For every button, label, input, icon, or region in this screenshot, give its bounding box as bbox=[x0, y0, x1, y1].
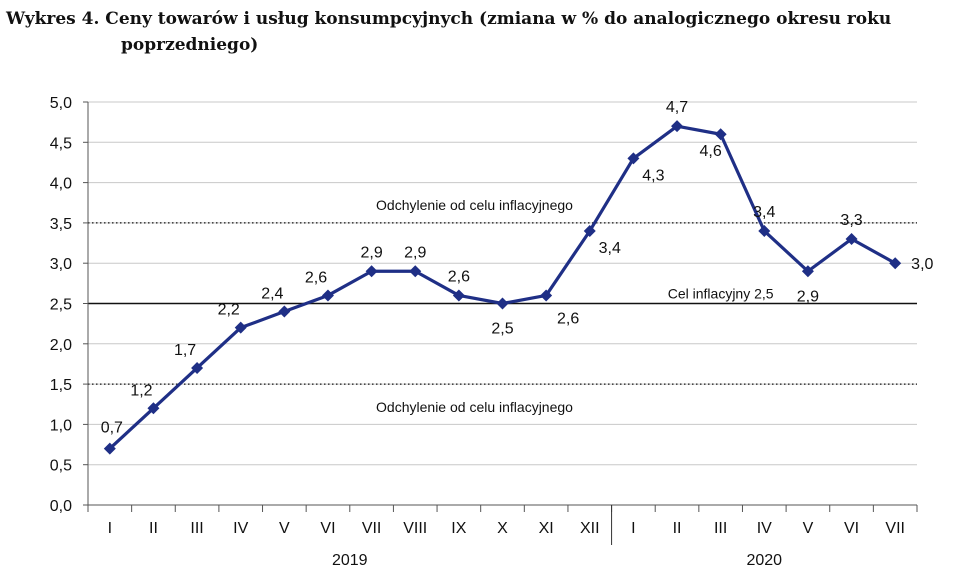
year-labels: 2019 2020 bbox=[332, 552, 782, 569]
data-label: 2,6 bbox=[557, 310, 579, 327]
x-tick-label: XI bbox=[539, 520, 554, 537]
data-label: 2,6 bbox=[305, 269, 327, 286]
data-points bbox=[103, 120, 902, 455]
y-tick-label: 1,0 bbox=[50, 417, 72, 434]
chart-title: Wykres 4. Ceny towarów i usług konsumpcy… bbox=[6, 6, 946, 58]
data-point bbox=[758, 224, 771, 237]
data-point bbox=[191, 361, 204, 374]
x-tick-label: VII bbox=[362, 520, 382, 537]
y-tick-label: 3,5 bbox=[50, 216, 72, 233]
data-label: 2,9 bbox=[360, 244, 382, 261]
data-point bbox=[321, 289, 334, 302]
x-tick-label: V bbox=[279, 520, 290, 537]
x-tick-label: IV bbox=[757, 520, 772, 537]
target-line-label: Cel inflacyjny 2,5 bbox=[668, 286, 774, 302]
x-tick-label: VI bbox=[844, 520, 859, 537]
data-label: 2,9 bbox=[797, 288, 819, 305]
y-tick-label: 2,0 bbox=[50, 337, 72, 354]
axes bbox=[83, 101, 918, 545]
deviation-line-label: Odchylenie od celu inflacyjnego bbox=[376, 399, 573, 415]
deviation-line-label: Odchylenie od celu inflacyjnego bbox=[376, 197, 573, 213]
data-point bbox=[583, 224, 596, 237]
x-tick-label: VI bbox=[320, 520, 335, 537]
data-point bbox=[496, 297, 509, 310]
y-tick-label: 2,5 bbox=[50, 297, 72, 314]
data-point bbox=[671, 120, 684, 133]
x-tick-label: IV bbox=[233, 520, 248, 537]
data-label: 4,6 bbox=[700, 143, 722, 160]
chart-title-line2: poprzedniego) bbox=[121, 35, 259, 55]
data-point bbox=[845, 233, 858, 246]
y-tick-label: 5,0 bbox=[50, 95, 72, 112]
data-point bbox=[889, 257, 902, 270]
data-point bbox=[540, 289, 553, 302]
y-tick-label: 1,5 bbox=[50, 377, 72, 394]
data-label: 2,6 bbox=[448, 268, 470, 285]
x-axis-ticks: I II III IV V VI VII VIII IX X XI XII I II III IV V VI VII bbox=[108, 520, 905, 537]
data-point bbox=[278, 305, 291, 318]
y-tick-label: 3,0 bbox=[50, 256, 72, 273]
data-point bbox=[627, 152, 640, 165]
data-point bbox=[365, 265, 378, 278]
data-point bbox=[714, 128, 727, 141]
data-label: 3,0 bbox=[911, 256, 933, 273]
data-point bbox=[452, 289, 465, 302]
x-tick-label: XII bbox=[580, 520, 600, 537]
y-tick-label: 4,0 bbox=[50, 176, 72, 193]
data-labels: 0,7 1,2 1,7 2,2 2,4 2,6 2,9 2,9 2,6 2,5 2,6 3,4 4,3 4… bbox=[101, 99, 934, 436]
data-label: 1,2 bbox=[130, 382, 152, 399]
year-label: 2019 bbox=[332, 552, 368, 569]
x-tick-label: III bbox=[190, 520, 203, 537]
x-tick-label: X bbox=[497, 520, 508, 537]
data-label: 2,9 bbox=[404, 244, 426, 261]
data-label: 4,7 bbox=[666, 99, 688, 116]
y-tick-label: 0,0 bbox=[50, 498, 72, 515]
x-tick-label: II bbox=[149, 520, 158, 537]
data-label: 2,2 bbox=[218, 302, 240, 319]
x-tick-label: II bbox=[673, 520, 682, 537]
data-label: 3,4 bbox=[599, 240, 621, 257]
x-tick-label: IX bbox=[451, 520, 466, 537]
data-label: 2,4 bbox=[261, 286, 283, 303]
chart-title-line1: Wykres 4. Ceny towarów i usług konsumpcy… bbox=[6, 9, 892, 29]
data-label: 1,7 bbox=[174, 342, 196, 359]
x-tick-label: VII bbox=[885, 520, 905, 537]
x-tick-label: VIII bbox=[403, 520, 427, 537]
data-point bbox=[234, 321, 247, 334]
year-label: 2020 bbox=[746, 552, 782, 569]
data-point bbox=[103, 442, 116, 455]
x-tick-label: V bbox=[803, 520, 814, 537]
data-label: 4,3 bbox=[642, 167, 664, 184]
y-tick-label: 0,5 bbox=[50, 458, 72, 475]
grid-lines bbox=[88, 101, 917, 466]
data-label: 3,3 bbox=[840, 212, 862, 229]
data-point bbox=[409, 265, 422, 278]
data-label: 3,4 bbox=[753, 204, 775, 221]
y-axis-ticks: 0,0 0,5 1,0 1,5 2,0 2,5 3,0 3,5 4,0 4,5 5,0 bbox=[50, 95, 72, 515]
x-tick-label: I bbox=[631, 520, 635, 537]
data-point bbox=[801, 265, 814, 278]
data-label: 2,5 bbox=[491, 321, 513, 338]
y-tick-label: 4,5 bbox=[50, 135, 72, 152]
data-point bbox=[147, 402, 160, 415]
x-tick-label: I bbox=[108, 520, 112, 537]
data-label: 0,7 bbox=[101, 420, 123, 437]
x-tick-label: III bbox=[714, 520, 727, 537]
